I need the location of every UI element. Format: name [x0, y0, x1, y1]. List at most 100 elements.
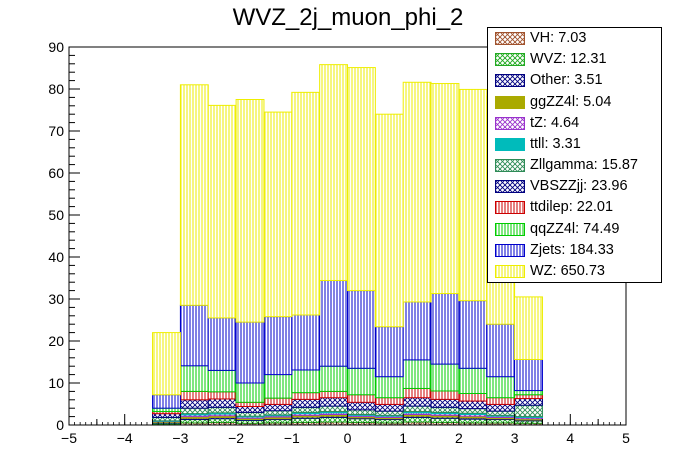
- bar: [319, 390, 348, 399]
- legend-label: ggZZ4l: 5.04: [530, 93, 612, 110]
- legend-label: Other: 3.51: [530, 72, 603, 89]
- x-tick-label: −2: [228, 430, 244, 446]
- bar: [263, 410, 293, 416]
- bar: [402, 405, 432, 413]
- bar: [430, 417, 460, 423]
- bar: [347, 401, 376, 411]
- bar: [486, 403, 516, 412]
- chart-title: WVZ_2j_muon_phi_2: [232, 4, 464, 31]
- bar: [319, 64, 348, 282]
- legend-swatch: [495, 74, 525, 88]
- series-11: [152, 64, 543, 396]
- histogram-bars: [152, 64, 543, 426]
- legend-label: ttll: 3.31: [530, 135, 581, 152]
- bar: [179, 84, 209, 306]
- bar: [430, 363, 460, 392]
- bar: [402, 387, 432, 399]
- bar: [207, 104, 237, 319]
- legend-swatch: [495, 159, 525, 172]
- legend-entry: VH: 7.03: [488, 29, 663, 49]
- bar: [263, 316, 293, 376]
- bar: [347, 418, 376, 423]
- bar: [319, 397, 348, 407]
- bar: [347, 367, 376, 396]
- bar: [486, 376, 516, 399]
- bar: [207, 418, 237, 423]
- legend-label: VBSZZjj: 23.96: [530, 178, 628, 195]
- y-axis-ticks: 0 10 20 30 40 50 60 70 80 90: [48, 39, 80, 433]
- legend-entry: ttdilep: 22.01: [488, 198, 663, 218]
- x-tick-label: 1: [399, 430, 407, 446]
- x-tick-label: −5: [61, 430, 77, 446]
- bar: [374, 397, 404, 405]
- legend-label: WVZ: 12.31: [530, 51, 607, 68]
- bar: [207, 398, 237, 408]
- bar: [347, 409, 376, 416]
- bar: [347, 67, 376, 292]
- legend-swatch: [495, 264, 525, 278]
- bar: [291, 417, 321, 423]
- legend-swatch: [495, 222, 525, 236]
- bar: [402, 301, 432, 361]
- legend-entry: tZ: 4.64: [488, 114, 663, 134]
- y-tick-label: 40: [48, 249, 64, 265]
- bar: [430, 83, 460, 295]
- x-tick-label: −1: [284, 430, 300, 446]
- legend-entry: qqZZ4l: 74.49: [488, 220, 663, 240]
- bar: [458, 408, 488, 414]
- bar: [402, 416, 432, 423]
- bar: [152, 394, 181, 409]
- bar: [319, 365, 348, 392]
- y-tick-label: 20: [48, 333, 64, 349]
- bar: [291, 398, 321, 408]
- bar: [291, 369, 321, 394]
- legend-swatch: [495, 180, 525, 194]
- legend-swatch: [495, 32, 525, 45]
- x-tick-label: 2: [455, 430, 463, 446]
- bar: [514, 404, 543, 418]
- bar: [486, 397, 516, 405]
- series-9: [152, 359, 543, 413]
- bar: [458, 400, 488, 410]
- x-tick-label: 3: [511, 430, 519, 446]
- bar: [430, 406, 460, 413]
- bar: [207, 317, 237, 371]
- x-tick-label: −3: [172, 430, 188, 446]
- bar: [207, 391, 237, 400]
- bar: [402, 397, 432, 407]
- bar: [152, 407, 181, 413]
- y-tick-label: 10: [48, 375, 64, 391]
- bar: [374, 410, 404, 416]
- legend-entry: Zjets: 184.33: [488, 241, 663, 261]
- bar: [235, 321, 265, 384]
- bar: [235, 411, 265, 417]
- bar: [263, 397, 293, 405]
- bar: [374, 403, 404, 412]
- x-tick-label: 5: [622, 430, 630, 446]
- bar: [235, 401, 265, 408]
- y-tick-label: 90: [48, 39, 64, 55]
- y-tick-label: 50: [48, 207, 64, 223]
- bar: [291, 406, 321, 413]
- legend-entry: ggZZ4l: 5.04: [488, 93, 663, 113]
- bar: [263, 403, 293, 412]
- legend-swatch: [495, 243, 525, 257]
- bar: [263, 419, 293, 424]
- bar: [235, 99, 265, 323]
- y-tick-label: 30: [48, 291, 64, 307]
- x-axis-ticks: −5 −4 −3 −2 −1 0 1 2 3 4 5: [61, 414, 630, 446]
- bar: [347, 290, 376, 369]
- bar: [514, 358, 543, 392]
- legend-label: VH: 7.03: [530, 30, 587, 46]
- bar: [179, 419, 209, 424]
- legend-swatch: [495, 201, 525, 215]
- bar: [179, 390, 209, 401]
- bar: [458, 367, 488, 394]
- legend-swatch: [495, 116, 525, 130]
- legend-swatch: [495, 95, 525, 109]
- bar: [458, 418, 488, 424]
- bar: [514, 394, 543, 400]
- bar: [152, 332, 181, 396]
- bar: [263, 374, 293, 399]
